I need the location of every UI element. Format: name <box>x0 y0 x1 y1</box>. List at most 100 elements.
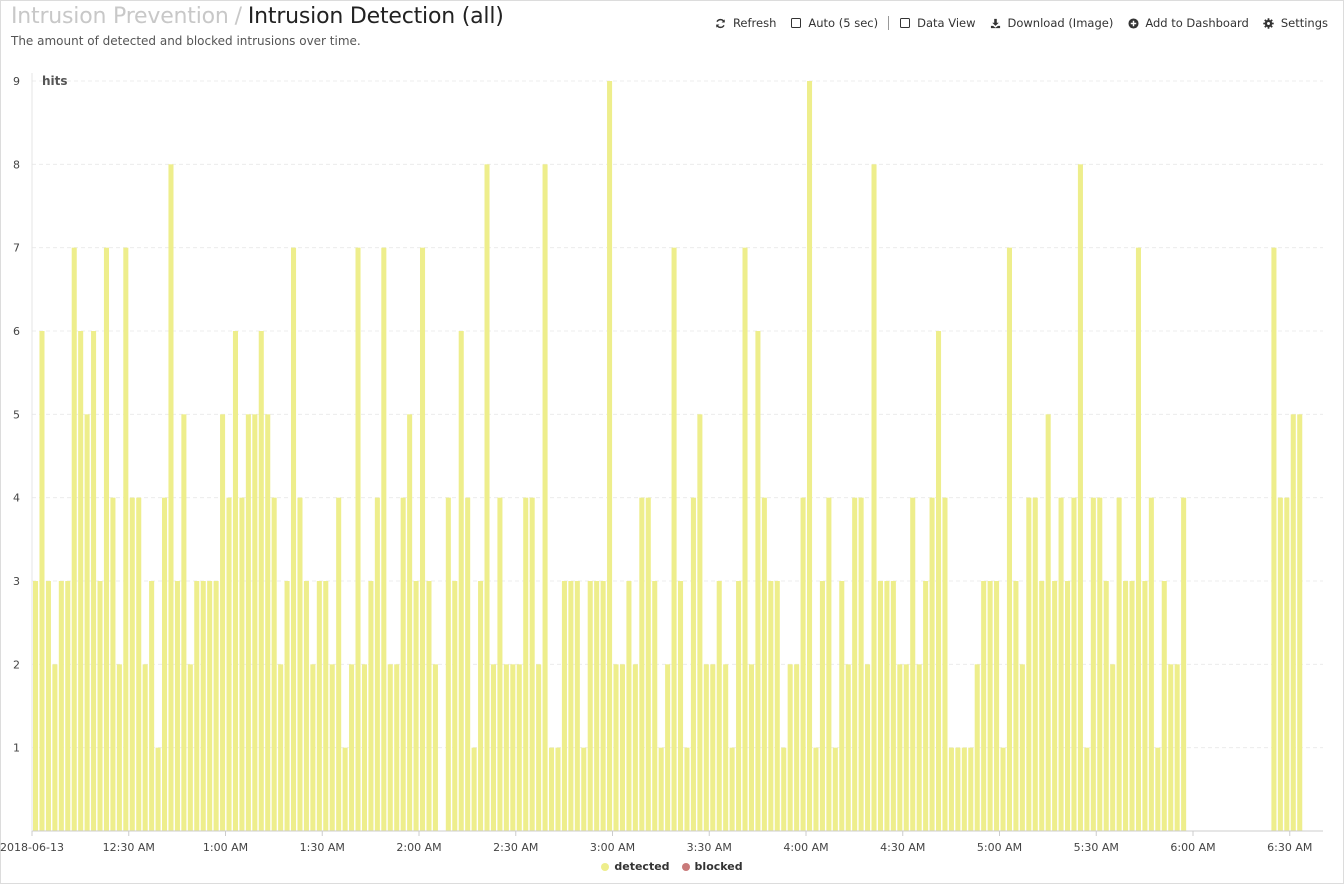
bar-detected[interactable] <box>794 664 800 831</box>
bar-detected[interactable] <box>162 497 168 831</box>
bar-detected[interactable] <box>503 664 509 831</box>
bar-detected[interactable] <box>478 581 484 831</box>
bar-detected[interactable] <box>1148 497 1154 831</box>
bar-detected[interactable] <box>245 414 251 831</box>
bar-detected[interactable] <box>1135 247 1141 831</box>
bar-detected[interactable] <box>155 747 161 831</box>
bar-detected[interactable] <box>658 747 664 831</box>
bar-detected[interactable] <box>723 664 729 831</box>
bar-detected[interactable] <box>987 581 993 831</box>
bar-detected[interactable] <box>1103 581 1109 831</box>
bar-detected[interactable] <box>929 497 935 831</box>
bar-detected[interactable] <box>291 247 297 831</box>
bar-detected[interactable] <box>613 664 619 831</box>
bar-detected[interactable] <box>374 497 380 831</box>
bar-detected[interactable] <box>871 164 877 832</box>
bar-detected[interactable] <box>355 247 361 831</box>
bar-detected[interactable] <box>697 414 703 831</box>
bar-detected[interactable] <box>574 581 580 831</box>
bar-detected[interactable] <box>787 664 793 831</box>
bar-detected[interactable] <box>252 414 258 831</box>
bar-detected[interactable] <box>1284 497 1290 831</box>
breadcrumb-parent[interactable]: Intrusion Prevention <box>11 4 229 29</box>
bar-detected[interactable] <box>336 497 342 831</box>
bar-detected[interactable] <box>600 581 606 831</box>
bar-detected[interactable] <box>968 747 974 831</box>
bar-detected[interactable] <box>381 247 387 831</box>
bar-detected[interactable] <box>710 664 716 831</box>
bar-detected[interactable] <box>923 581 929 831</box>
bar-detected[interactable] <box>58 581 64 831</box>
bar-detected[interactable] <box>884 581 890 831</box>
bar-detected[interactable] <box>626 581 632 831</box>
bar-detected[interactable] <box>1006 247 1012 831</box>
bar-detected[interactable] <box>561 581 567 831</box>
bar-detected[interactable] <box>800 497 806 831</box>
bar-detected[interactable] <box>652 581 658 831</box>
bar-detected[interactable] <box>774 581 780 831</box>
bar-detected[interactable] <box>819 581 825 831</box>
bar-detected[interactable] <box>465 497 471 831</box>
bar-detected[interactable] <box>671 247 677 831</box>
bar-detected[interactable] <box>123 247 129 831</box>
bar-detected[interactable] <box>1142 581 1148 831</box>
bar-detected[interactable] <box>639 497 645 831</box>
bar-detected[interactable] <box>181 414 187 831</box>
bar-detected[interactable] <box>916 664 922 831</box>
bar-detected[interactable] <box>84 414 90 831</box>
bar-detected[interactable] <box>220 414 226 831</box>
bar-detected[interactable] <box>755 331 761 831</box>
bar-detected[interactable] <box>445 497 451 831</box>
bar-detected[interactable] <box>1097 497 1103 831</box>
bar-detected[interactable] <box>858 497 864 831</box>
bar-detected[interactable] <box>116 664 122 831</box>
bar-detected[interactable] <box>742 247 748 831</box>
bar-detected[interactable] <box>813 747 819 831</box>
bar-detected[interactable] <box>258 331 264 831</box>
bar-detected[interactable] <box>852 497 858 831</box>
bar-detected[interactable] <box>413 581 419 831</box>
bar-detected[interactable] <box>948 747 954 831</box>
bar-detected[interactable] <box>1297 414 1303 831</box>
bar-detected[interactable] <box>65 581 71 831</box>
bar-detected[interactable] <box>458 331 464 831</box>
bar-detected[interactable] <box>484 164 490 832</box>
bar-detected[interactable] <box>865 664 871 831</box>
bar-detected[interactable] <box>703 664 709 831</box>
bar-detected[interactable] <box>542 164 548 832</box>
bar-detected[interactable] <box>781 747 787 831</box>
bar-detected[interactable] <box>736 581 742 831</box>
bar-detected[interactable] <box>1181 497 1187 831</box>
bar-detected[interactable] <box>1077 164 1083 832</box>
bar-detected[interactable] <box>400 497 406 831</box>
bar-detected[interactable] <box>342 747 348 831</box>
bar-detected[interactable] <box>942 497 948 831</box>
bar-detected[interactable] <box>1155 747 1161 831</box>
legend-item-detected[interactable]: detected <box>601 860 670 873</box>
bar-detected[interactable] <box>877 581 883 831</box>
bar-detected[interactable] <box>420 247 426 831</box>
bar-detected[interactable] <box>91 331 97 831</box>
bar-detected[interactable] <box>716 581 722 831</box>
bar-detected[interactable] <box>1290 414 1296 831</box>
bar-detected[interactable] <box>678 581 684 831</box>
bar-detected[interactable] <box>432 664 438 831</box>
bar-detected[interactable] <box>33 581 39 831</box>
bar-detected[interactable] <box>587 581 593 831</box>
bar-detected[interactable] <box>207 581 213 831</box>
bar-detected[interactable] <box>955 747 961 831</box>
bar-detected[interactable] <box>168 164 174 832</box>
bar-detected[interactable] <box>265 414 271 831</box>
bar-detected[interactable] <box>1026 497 1032 831</box>
bar-detected[interactable] <box>594 581 600 831</box>
bar-detected[interactable] <box>136 497 142 831</box>
bar-detected[interactable] <box>394 664 400 831</box>
bar-detected[interactable] <box>284 581 290 831</box>
bar-detected[interactable] <box>361 664 367 831</box>
bar-detected[interactable] <box>690 497 696 831</box>
bar-detected[interactable] <box>1039 581 1045 831</box>
bar-detected[interactable] <box>329 664 335 831</box>
bar-detected[interactable] <box>1065 581 1071 831</box>
bar-detected[interactable] <box>310 664 316 831</box>
bar-detected[interactable] <box>45 581 51 831</box>
